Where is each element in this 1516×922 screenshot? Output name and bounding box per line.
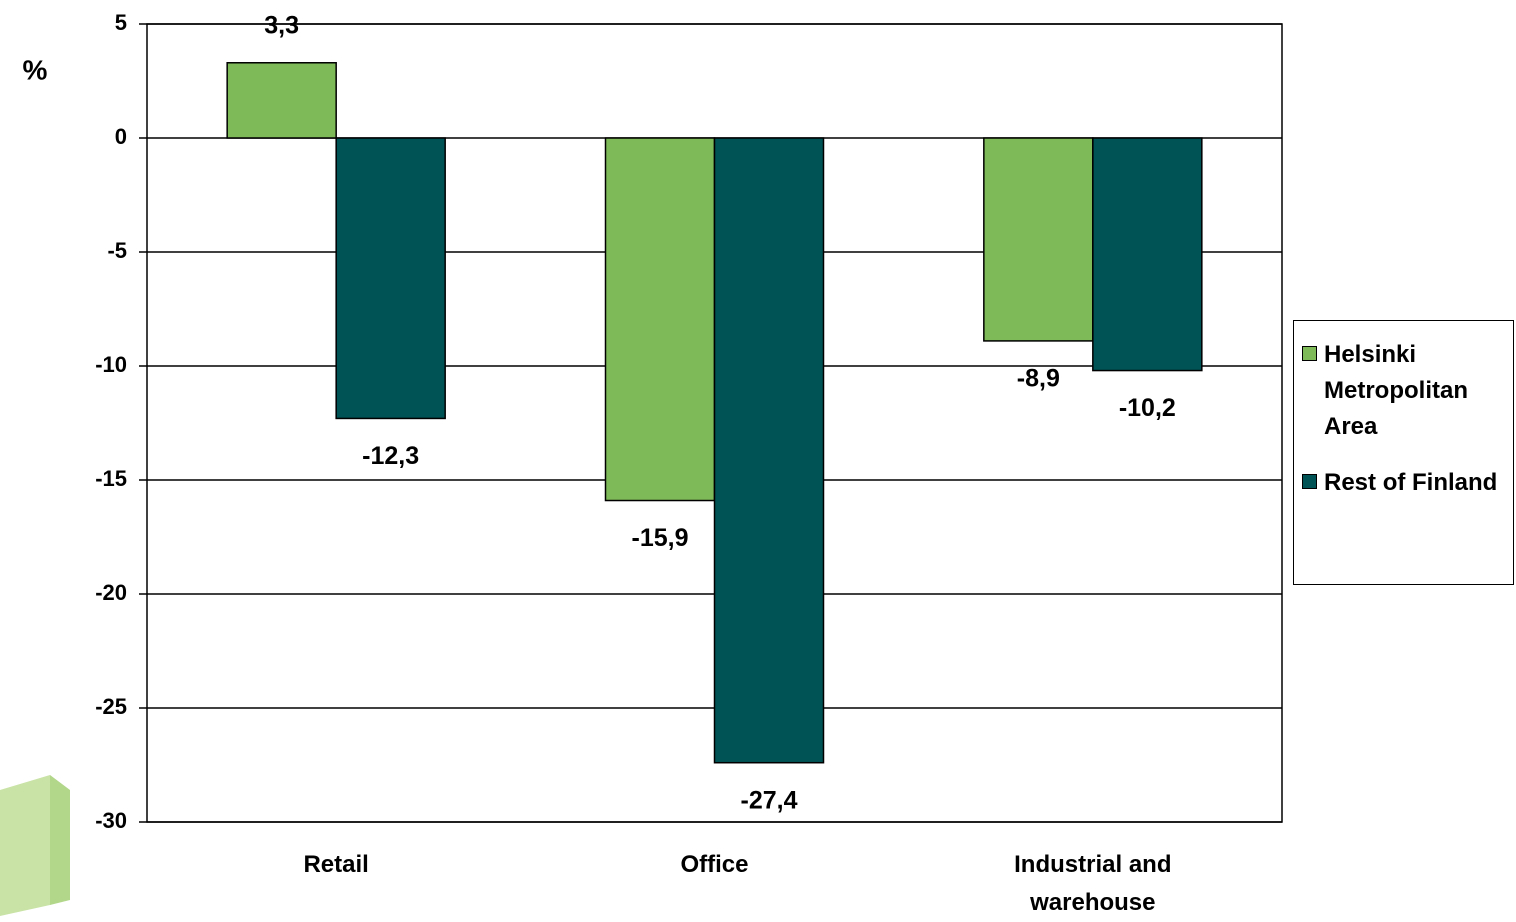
y-tick-label: -20 [95, 580, 127, 605]
x-tick-label: Office [680, 851, 749, 878]
legend-swatch [1302, 474, 1317, 489]
data-label: -15,9 [632, 524, 689, 552]
y-tick-label: 0 [115, 124, 127, 149]
data-label: -10,2 [1119, 394, 1176, 422]
bar [226, 62, 337, 139]
x-tick-label: Retail [303, 851, 369, 878]
legend-swatch [1302, 346, 1317, 361]
data-label: -12,3 [362, 442, 419, 470]
decoration [0, 775, 50, 916]
legend-label: Helsinki Metropolitan Area [1324, 341, 1468, 440]
bar [604, 137, 716, 502]
y-tick-label: -15 [95, 466, 127, 491]
x-tick-label: Industrial and warehouse [1014, 851, 1172, 916]
y-axis-label: % [23, 54, 48, 85]
legend: Helsinki Metropolitan Area Rest of Finlan… [1293, 320, 1514, 585]
bar [1092, 137, 1203, 372]
bar [335, 137, 446, 420]
y-tick-label: 5 [115, 10, 127, 35]
legend-entry: Rest of Finland [1302, 465, 1509, 501]
y-tick-label: -5 [107, 238, 127, 263]
data-label: -8,9 [1017, 365, 1060, 393]
bar [983, 137, 1094, 342]
data-label: 3,3 [264, 11, 299, 39]
data-label: -27,4 [741, 786, 798, 814]
legend-label: Rest of Finland [1324, 469, 1498, 496]
bar [713, 137, 825, 764]
decoration [50, 775, 70, 905]
y-tick-label: -30 [95, 808, 127, 833]
legend-entry: Helsinki Metropolitan Area [1302, 337, 1509, 445]
y-tick-label: -10 [95, 352, 127, 377]
y-tick-label: -25 [95, 694, 127, 719]
